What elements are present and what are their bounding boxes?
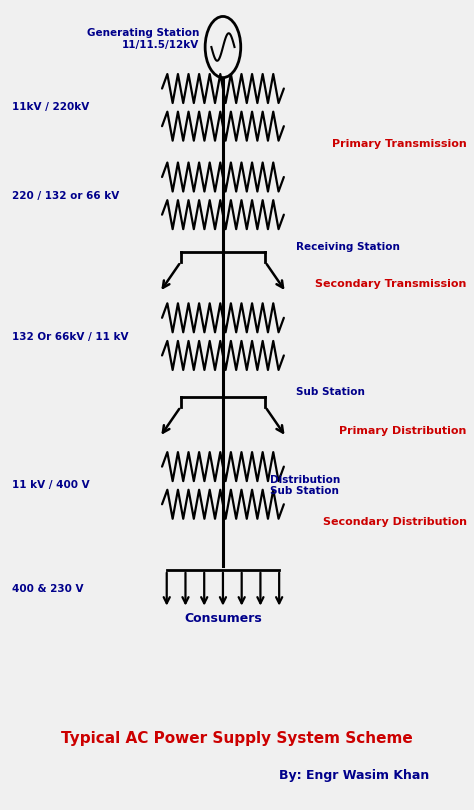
Text: Primary Transmission: Primary Transmission xyxy=(332,139,466,148)
Text: Primary Distribution: Primary Distribution xyxy=(339,426,466,436)
Text: 11 kV / 400 V: 11 kV / 400 V xyxy=(12,480,90,490)
Text: Typical AC Power Supply System Scheme: Typical AC Power Supply System Scheme xyxy=(61,731,413,746)
Text: Sub Station: Sub Station xyxy=(296,387,365,397)
Text: 11kV / 220kV: 11kV / 220kV xyxy=(12,102,90,113)
Text: Consumers: Consumers xyxy=(184,612,262,625)
Text: By: Engr Wasim Khan: By: Engr Wasim Khan xyxy=(279,769,429,782)
Text: Secondary Distribution: Secondary Distribution xyxy=(322,517,466,526)
Text: Generating Station
11/11.5/12kV: Generating Station 11/11.5/12kV xyxy=(87,28,200,49)
Text: 400 & 230 V: 400 & 230 V xyxy=(12,584,83,595)
Text: Receiving Station: Receiving Station xyxy=(296,242,400,253)
Text: Secondary Transmission: Secondary Transmission xyxy=(315,279,466,289)
Text: 220 / 132 or 66 kV: 220 / 132 or 66 kV xyxy=(12,191,119,201)
Text: 132 Or 66kV / 11 kV: 132 Or 66kV / 11 kV xyxy=(12,331,128,342)
Text: Distribution
Sub Station: Distribution Sub Station xyxy=(270,475,340,497)
